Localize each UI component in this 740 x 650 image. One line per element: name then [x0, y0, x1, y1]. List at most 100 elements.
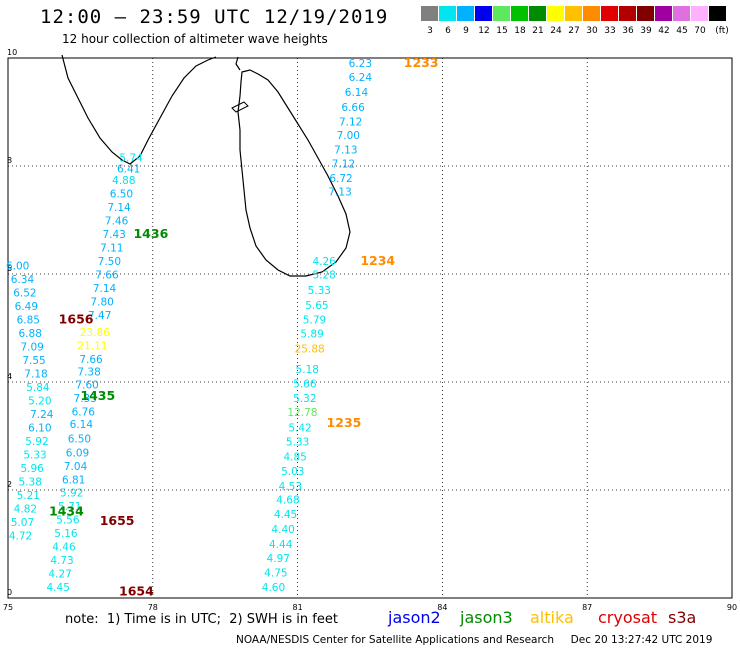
wave-height-value: 4.75	[264, 567, 287, 579]
wave-height-value: 6.23	[349, 58, 372, 70]
color-scale-label: 39	[640, 26, 652, 36]
wave-height-value: 7.55	[22, 355, 45, 367]
axis-labels: 75 78 81 84 87 90 0 2 4 6 8 10	[3, 48, 737, 612]
wave-height-value: 6.14	[70, 419, 94, 431]
wave-height-value: 6.00	[6, 261, 29, 273]
wave-height-value: 4.45	[274, 509, 297, 521]
wave-height-value: 6.76	[72, 406, 96, 418]
lat-tick-label: 8	[7, 156, 12, 165]
wave-height-value: 5.92	[60, 487, 83, 499]
wave-height-value: 7.11	[100, 242, 123, 254]
pass-time-label: 1435	[80, 388, 115, 403]
wave-height-value: 5.65	[305, 300, 328, 312]
wave-height-value: 7.43	[102, 229, 125, 241]
wave-height-value: 25.88	[295, 343, 325, 355]
india-northeast-coast	[235, 56, 241, 71]
wave-height-value: 5.96	[20, 463, 44, 475]
wave-height-value: 6.88	[19, 328, 42, 340]
wave-height-value: 6.50	[68, 433, 91, 445]
color-scale-label: 6	[445, 26, 451, 36]
wave-height-value: 5.66	[293, 378, 317, 390]
wave-height-value: 4.85	[283, 451, 306, 463]
wave-height-value: 6.10	[28, 423, 51, 435]
page-title: 12:00 – 23:59 UTC 12/19/2019	[40, 6, 389, 28]
wave-height-value: 5.33	[308, 285, 331, 297]
wave-height-value: 5.33	[23, 450, 46, 462]
pass-time-label: 1436	[133, 226, 168, 241]
color-scale-label: 24	[550, 26, 562, 36]
wave-height-value: 5.56	[56, 514, 80, 526]
color-scale-label: 9	[463, 26, 469, 36]
color-swatch	[529, 6, 546, 21]
wave-height-value: 7.66	[79, 354, 103, 366]
wave-height-value: 4.97	[267, 553, 290, 565]
wave-height-value: 6.52	[13, 288, 36, 300]
wave-height-value: 6.66	[341, 102, 365, 114]
color-scale-label: 33	[604, 26, 616, 36]
wave-height-value: 4.88	[112, 175, 135, 187]
wave-height-value: 21.11	[77, 341, 107, 353]
wave-height-value: 5.42	[288, 423, 311, 435]
wave-height-value: 5.07	[11, 517, 34, 529]
wave-height-value: 7.14	[107, 202, 131, 214]
page-subtitle: 12 hour collection of altimeter wave hei…	[62, 32, 328, 46]
credit-line: NOAA/NESDIS Center for Satellite Applica…	[236, 634, 713, 646]
lon-tick-label: 84	[437, 603, 447, 612]
wave-height-value: 7.18	[24, 369, 47, 381]
wave-height-value: 7.24	[30, 409, 54, 421]
wave-height-value: 5.32	[293, 393, 316, 405]
wave-height-value: 7.60	[75, 379, 98, 391]
wave-height-value: 5.84	[26, 382, 50, 394]
wave-height-value: 7.50	[98, 256, 121, 268]
color-scale-label: 45	[676, 26, 688, 36]
wave-height-value: 4.72	[9, 531, 32, 543]
color-scale-label: 21	[532, 26, 544, 36]
pass-time-label: 1656	[59, 312, 94, 327]
sri-lanka-coastline	[237, 69, 351, 277]
units-note: note: 1) Time is in UTC; 2) SWH is in fe…	[65, 612, 338, 627]
satellite-label-s3a: s3a	[668, 608, 697, 627]
lon-tick-label: 75	[3, 603, 13, 612]
wave-height-value: 5.16	[54, 528, 78, 540]
wave-height-value: 5.92	[25, 436, 48, 448]
color-scale-label: 15	[496, 26, 508, 36]
wave-height-value: 4.53	[279, 481, 302, 493]
lon-tick-label: 87	[582, 603, 592, 612]
color-swatch	[493, 6, 510, 21]
lat-tick-label: 4	[7, 372, 12, 381]
color-scale-label: 70	[694, 26, 706, 36]
color-swatch	[637, 6, 654, 21]
wave-height-value: 7.00	[337, 130, 360, 142]
color-scale-label: 3	[427, 26, 433, 36]
pass-time-labels: 1233 1234 1235 1436 1435 1434 1656 1655 1654	[49, 55, 439, 598]
satellite-label-jason2: jason2	[388, 608, 441, 627]
wave-height-value: 7.13	[328, 187, 351, 199]
wave-height-value: 7.14	[93, 283, 117, 295]
wave-height-value: 5.71	[58, 501, 81, 513]
wave-height-value: 4.40	[271, 524, 294, 536]
pass-time-label: 1654	[119, 583, 154, 598]
color-scale-unit: (ft)	[715, 26, 729, 36]
wave-height-value: 4.44	[269, 539, 293, 551]
color-swatch	[547, 6, 564, 21]
color-swatch	[511, 6, 528, 21]
wave-height-value: 4.60	[262, 582, 285, 594]
wave-height-value: 7.38	[77, 367, 100, 379]
wave-height-value: 7.12	[332, 159, 355, 171]
satellite-label-jason3: jason3	[460, 608, 513, 627]
color-swatch	[457, 6, 474, 21]
wave-height-value: 5.18	[296, 364, 319, 376]
wave-height-value: 6.72	[329, 173, 352, 185]
wave-height-value: 6.50	[110, 188, 133, 200]
wave-height-value: 7.04	[64, 461, 88, 473]
wave-height-value: 7.66	[95, 269, 119, 281]
wave-height-value: 6.09	[66, 448, 89, 460]
wave-height-value: 5.03	[281, 466, 304, 478]
color-swatch	[439, 6, 456, 21]
color-swatch	[691, 6, 708, 21]
pass-time-label: 1235	[327, 415, 362, 430]
color-swatch	[601, 6, 618, 21]
satellite-label-altika: altika	[530, 608, 574, 627]
lat-tick-label: 6	[7, 264, 12, 273]
lat-lon-grid	[7, 57, 733, 599]
